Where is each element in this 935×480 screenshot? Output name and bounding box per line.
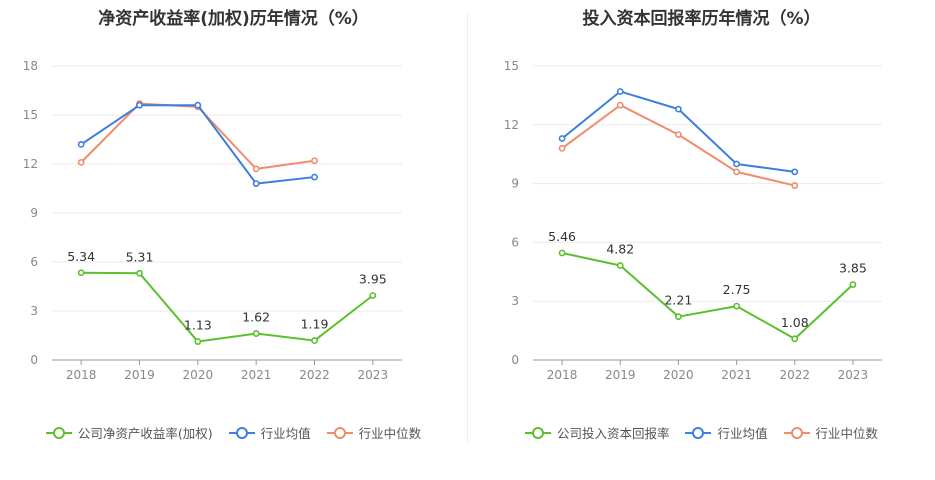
x-tick-label: 2021 [241, 368, 272, 382]
data-label: 5.34 [67, 249, 95, 264]
panel-divider [467, 12, 468, 442]
data-point [558, 249, 566, 257]
data-point [791, 335, 799, 343]
data-point [791, 168, 799, 176]
data-label: 5.31 [126, 249, 154, 264]
x-tick-label: 2019 [605, 368, 636, 382]
data-label: 2.75 [723, 282, 751, 297]
y-tick-label: 3 [30, 304, 38, 318]
legend-item-company-roe[interactable]: 公司净资产收益率(加权) [45, 423, 213, 442]
x-tick-label: 2018 [66, 368, 97, 382]
data-label: 3.85 [839, 261, 867, 276]
data-point [616, 101, 624, 109]
series-line [561, 252, 854, 340]
data-point [733, 168, 740, 176]
data-point [558, 135, 566, 142]
data-point [252, 165, 260, 173]
legend: 公司净资产收益率(加权) 行业均值 行业中位数 [0, 423, 467, 442]
data-point [77, 140, 85, 148]
legend-item-industry-average[interactable]: 行业均值 [685, 423, 768, 442]
y-tick-label: 15 [504, 59, 519, 73]
series-line [80, 104, 315, 185]
data-label: 1.13 [184, 318, 212, 333]
roe-chart-panel: 净资产收益率(加权)历年情况（%） 0 3 6 9 12 15 18 2018 2019 2020… [0, 0, 467, 480]
legend-line-icon [685, 426, 712, 439]
data-point [558, 144, 566, 152]
data-point [194, 101, 202, 109]
legend-label: 行业中位数 [815, 426, 879, 441]
y-tick-label: 6 [30, 255, 38, 269]
legend-item-company-roic[interactable]: 公司投入资本回报率 [524, 423, 670, 442]
legend-label: 行业中位数 [358, 426, 422, 441]
legend-label: 公司投入资本回报率 [556, 426, 670, 441]
series-line [80, 102, 315, 170]
x-tick-label: 2020 [183, 368, 214, 382]
data-point [675, 313, 682, 321]
data-point [311, 337, 318, 344]
data-point [77, 269, 85, 277]
data-point [136, 101, 143, 109]
roic-chart-panel: 投入资本回报率历年情况（%） 0 3 6 9 12 15 2018 2019 2020 2021 2… [468, 0, 935, 480]
legend: 公司投入资本回报率 行业均值 行业中位数 [468, 423, 935, 442]
roic-chart: 0 3 6 9 12 15 2018 2019 2020 2021 2022 2023 5.46 4.82… [504, 59, 882, 382]
x-tick-label: 2018 [547, 368, 578, 382]
data-point [252, 330, 260, 337]
legend-line-icon [228, 426, 255, 439]
legend-item-industry-median[interactable]: 行业中位数 [326, 423, 422, 442]
y-tick-label: 9 [511, 177, 519, 191]
data-point [136, 269, 143, 277]
legend-line-icon [326, 426, 353, 439]
y-tick-label: 0 [30, 353, 38, 367]
y-tick-label: 3 [511, 294, 519, 308]
y-tick-label: 15 [23, 108, 38, 122]
x-tick-label: 2023 [358, 368, 389, 382]
chart-title: 净资产收益率(加权)历年情况（%） [98, 9, 369, 29]
data-point [733, 302, 740, 310]
y-tick-label: 18 [23, 59, 38, 73]
legend-label: 公司净资产收益率(加权) [77, 426, 213, 441]
x-tick-label: 2023 [838, 368, 869, 382]
data-label: 1.19 [301, 317, 329, 332]
x-tick-label: 2019 [124, 368, 155, 382]
data-point [369, 292, 377, 299]
data-point [675, 105, 682, 113]
x-tick-label: 2020 [663, 368, 694, 382]
y-tick-label: 0 [511, 353, 519, 367]
roe-chart: 0 3 6 9 12 15 18 2018 2019 2020 2021 2022 2023 5.34 5.… [23, 59, 402, 382]
legend-line-icon [45, 426, 72, 439]
data-point [733, 160, 740, 168]
data-point [616, 262, 624, 269]
data-point [791, 182, 799, 189]
data-point [77, 158, 85, 166]
data-point [849, 281, 857, 288]
data-point [311, 157, 318, 165]
data-label: 2.21 [664, 293, 692, 308]
series-line [81, 271, 374, 343]
x-tick-label: 2022 [299, 368, 330, 382]
y-tick-label: 12 [504, 118, 519, 132]
y-tick-label: 6 [511, 235, 519, 249]
data-label: 5.46 [548, 229, 576, 244]
data-point [675, 131, 682, 138]
legend-line-icon [524, 426, 551, 439]
y-tick-label: 12 [23, 157, 38, 171]
data-label: 4.82 [606, 242, 634, 257]
x-tick-label: 2021 [721, 368, 752, 382]
series-line [561, 104, 795, 187]
legend-item-industry-median[interactable]: 行业中位数 [783, 423, 879, 442]
chart-title: 投入资本回报率历年情况（%） [582, 9, 821, 29]
x-tick-label: 2022 [779, 368, 810, 382]
data-point [616, 88, 624, 95]
legend-item-industry-average[interactable]: 行业均值 [228, 423, 311, 442]
y-tick-label: 9 [30, 206, 38, 220]
data-label: 1.08 [781, 315, 809, 330]
data-point [311, 173, 318, 181]
legend-label: 行业均值 [260, 426, 311, 441]
legend-label: 行业均值 [717, 426, 768, 441]
data-point [252, 180, 260, 187]
data-label: 3.95 [359, 271, 387, 286]
data-point [194, 338, 202, 345]
legend-line-icon [783, 426, 810, 439]
data-label: 1.62 [242, 310, 270, 325]
